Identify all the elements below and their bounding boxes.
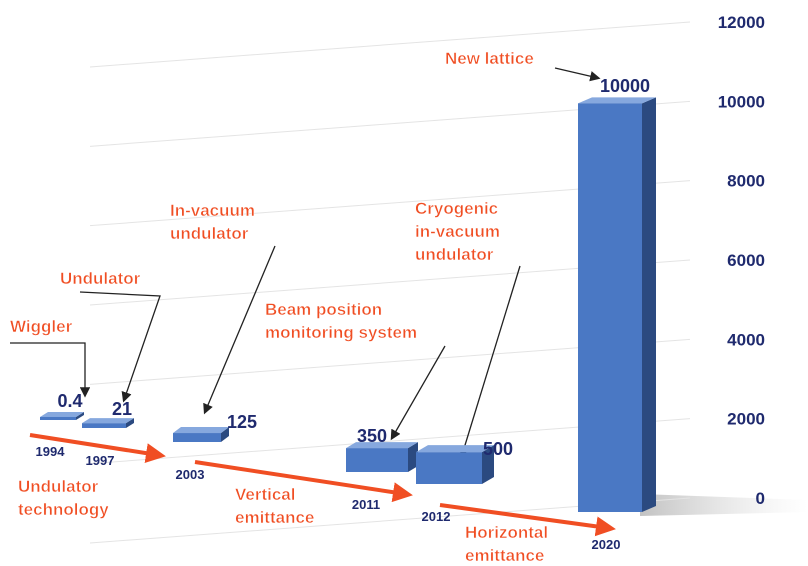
- value-label: 350: [357, 426, 387, 446]
- phase-label-line: Undulator: [18, 477, 99, 496]
- x-tick-label: 2020: [592, 537, 621, 552]
- bar-top: [40, 411, 84, 417]
- bar-side: [482, 445, 494, 484]
- annotation-line: In-vacuum: [170, 201, 255, 220]
- value-label: 21: [112, 399, 132, 419]
- bar-side: [221, 427, 229, 442]
- bar: [82, 423, 126, 428]
- x-tick-label: 1997: [86, 453, 115, 468]
- bar-side: [642, 97, 656, 512]
- value-label: 0.4: [57, 391, 82, 411]
- bar-top: [82, 418, 134, 424]
- pointer: [203, 245, 276, 415]
- x-tick-label: 1994: [36, 444, 66, 459]
- value-label: 500: [483, 439, 513, 459]
- annotation: Undulator: [60, 269, 141, 288]
- pointer: [79, 291, 161, 403]
- bar: [173, 433, 221, 442]
- y-tick-label: 10000: [718, 92, 765, 111]
- x-tick-label: 2003: [176, 467, 205, 482]
- y-tick-label: 4000: [727, 330, 765, 349]
- bar: [346, 448, 408, 472]
- annotation-line: Cryogenic: [415, 199, 498, 218]
- annotation-line: Beam position: [265, 300, 382, 319]
- floor-shadow: [640, 494, 808, 516]
- y-tick-label: 0: [756, 489, 765, 508]
- grid-line: [89, 21, 691, 68]
- phase-label-line: emittance: [235, 508, 314, 527]
- bar: [40, 416, 76, 420]
- bar-side: [126, 418, 134, 428]
- annotation: New lattice: [445, 49, 534, 68]
- value-label: 10000: [600, 76, 650, 96]
- pointer: [459, 265, 521, 458]
- timeline-arrow: [29, 433, 166, 464]
- annotation-line: undulator: [170, 224, 249, 243]
- bar-top: [416, 445, 494, 453]
- annotation-line: in-vacuum: [415, 222, 500, 241]
- x-tick-label: 2011: [352, 497, 380, 512]
- phase-label-line: technology: [18, 500, 109, 519]
- annotation-line: undulator: [415, 245, 494, 264]
- phase-label: Horizontal emittance: [465, 523, 548, 565]
- pointer: [390, 345, 446, 441]
- value-label: 125: [227, 412, 257, 432]
- y-tick-label: 12000: [718, 13, 765, 32]
- bar: [578, 103, 642, 512]
- y-tick-label: 8000: [727, 172, 765, 191]
- phase-label: Vertical emittance: [235, 485, 314, 527]
- bar-top: [578, 97, 656, 104]
- bar: [416, 452, 482, 484]
- x-tick-label: 2012: [422, 509, 451, 524]
- annotation-line: monitoring system: [265, 323, 417, 342]
- annotation: Wiggler: [10, 317, 73, 336]
- annotation: Cryogenic in-vacuum undulator: [415, 199, 500, 264]
- timeline-arrow: [194, 460, 413, 503]
- annotation-line: New lattice: [445, 49, 534, 68]
- annotation: Beam position monitoring system: [265, 300, 417, 342]
- phase-label: Undulator technology: [18, 477, 109, 519]
- y-tick-label: 2000: [727, 410, 765, 429]
- annotation-line: Undulator: [60, 269, 141, 288]
- annotation-line: Wiggler: [10, 317, 73, 336]
- bar-side: [408, 442, 418, 472]
- phase-label-line: emittance: [465, 546, 544, 565]
- y-tick-label: 6000: [727, 251, 765, 270]
- timeline-arrow: [439, 503, 616, 537]
- phase-label-line: Horizontal: [465, 523, 548, 542]
- phase-label-line: Vertical: [235, 485, 296, 504]
- bar-top: [173, 427, 229, 434]
- pointer: [554, 67, 601, 82]
- annotation: In-vacuum undulator: [170, 201, 255, 243]
- bar-side: [76, 411, 84, 420]
- bar-top: [346, 442, 418, 449]
- pointer: [10, 342, 91, 398]
